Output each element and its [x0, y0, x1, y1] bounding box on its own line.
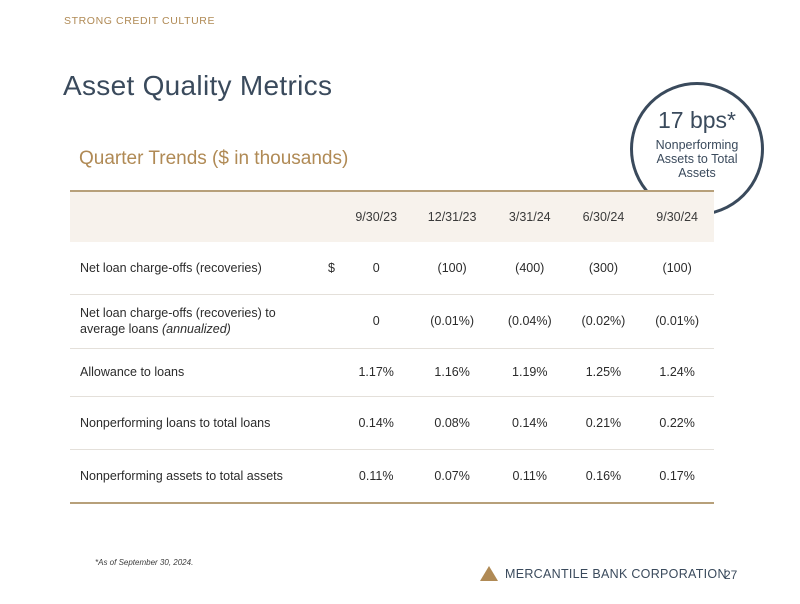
cell-value: (0.04%) — [492, 294, 567, 349]
cell-value: (400) — [492, 242, 567, 295]
cell-value: 0.14% — [341, 396, 412, 450]
cell-value: 1.17% — [341, 348, 412, 397]
callout-label: Nonperforming Assets to Total Assets — [655, 138, 739, 180]
cell-value: 0.22% — [640, 396, 714, 450]
cell-value: 0.14% — [492, 396, 567, 450]
table-row: Net loan charge-offs (recoveries) to ave… — [70, 294, 714, 349]
cell-value: (100) — [411, 242, 493, 295]
page-title: Asset Quality Metrics — [63, 70, 333, 101]
currency-symbol — [320, 294, 341, 349]
header-currency-cell — [320, 192, 341, 242]
column-header: 12/31/23 — [427, 210, 477, 224]
cell-value: 0.17% — [659, 468, 695, 483]
cell-value: 0 — [341, 242, 412, 295]
metrics-table: 9/30/23 12/31/23 3/31/24 6/30/24 9/30/24… — [70, 190, 714, 504]
table-header-row: 9/30/23 12/31/23 3/31/24 6/30/24 9/30/24 — [70, 192, 714, 242]
cell-value: 1.19% — [492, 348, 567, 397]
table-row: Allowance to loans 1.17% 1.16% 1.19% 1.2… — [70, 348, 714, 397]
column-header: 9/30/23 — [355, 210, 398, 224]
cell-value: 0.11% — [358, 468, 394, 483]
cell-value: 0.08% — [411, 396, 493, 450]
callout-value: 17 bps* — [657, 107, 736, 133]
cell-value: 0.16% — [585, 468, 622, 483]
row-label: Nonperforming assets to total assets — [80, 468, 283, 483]
cell-value: 1.25% — [566, 348, 641, 397]
currency-symbol — [320, 449, 341, 502]
company-logo: MERCANTILE BANK CORPORATION — [480, 566, 727, 581]
column-header: 6/30/24 — [582, 210, 625, 224]
currency-symbol — [320, 348, 341, 397]
row-label: Net loan charge-offs (recoveries) to ave… — [80, 306, 276, 336]
row-label: Nonperforming loans to total loans — [70, 396, 320, 450]
cell-value: (100) — [640, 242, 714, 295]
page-number: 27 — [724, 568, 738, 582]
cell-value: 0.11% — [512, 468, 547, 483]
triangle-logo-icon — [480, 566, 498, 581]
table-row: Nonperforming assets to total assets 0.1… — [70, 449, 714, 502]
cell-value: (0.01%) — [640, 294, 714, 349]
cell-value: 1.16% — [411, 348, 493, 397]
cell-value: (0.02%) — [566, 294, 641, 349]
column-header: 3/31/24 — [508, 210, 551, 224]
row-label: Net loan charge-offs (recoveries) — [70, 242, 320, 295]
company-name: MERCANTILE BANK CORPORATION — [505, 566, 727, 581]
cell-value: 0.07% — [434, 468, 470, 483]
column-header: 9/30/24 — [656, 210, 698, 224]
row-label-cell: Net loan charge-offs (recoveries) to ave… — [70, 294, 320, 349]
row-label: Allowance to loans — [70, 348, 320, 397]
eyebrow: STRONG CREDIT CULTURE — [64, 15, 216, 27]
row-label-suffix: (annualized) — [162, 322, 231, 336]
header-label-cell — [70, 192, 320, 242]
table-row: Net loan charge-offs (recoveries) $ 0 (1… — [70, 242, 714, 295]
cell-value: 1.24% — [640, 348, 714, 397]
currency-symbol: $ — [320, 242, 341, 295]
currency-symbol — [320, 396, 341, 450]
callout-badge: 17 bps* Nonperforming Assets to Total As… — [630, 82, 764, 216]
table-row: Nonperforming loans to total loans 0.14%… — [70, 396, 714, 450]
cell-value: (300) — [566, 242, 641, 295]
footnote: *As of September 30, 2024. — [95, 558, 194, 567]
table-subtitle: Quarter Trends ($ in thousands) — [79, 148, 349, 169]
cell-value: 0 — [341, 294, 412, 349]
cell-value: (0.01%) — [411, 294, 493, 349]
cell-value: 0.21% — [566, 396, 641, 450]
